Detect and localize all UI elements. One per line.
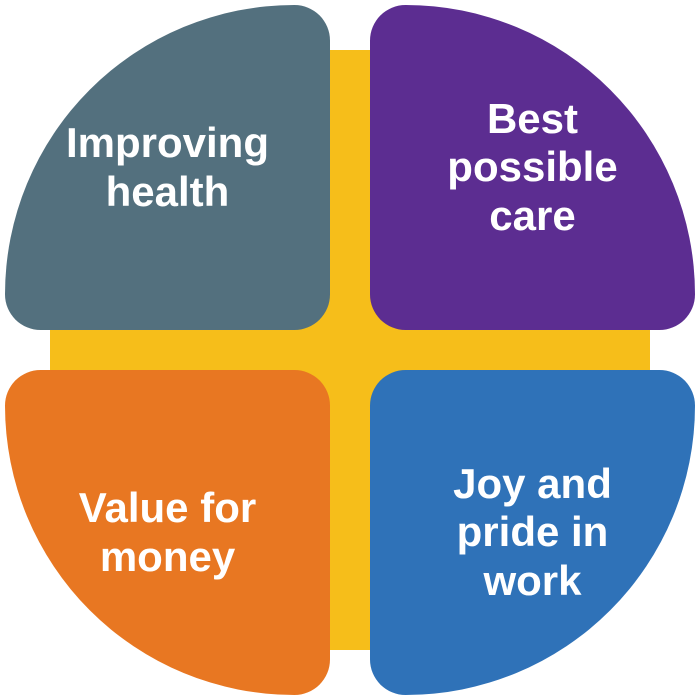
quadrant-diagram: Improving health Best possible care Valu… [0, 0, 700, 700]
quadrant-bottom-right: Joy and pride in work [370, 370, 695, 695]
quadrant-label: Joy and pride in work [453, 460, 612, 605]
quadrant-label: Best possible care [447, 95, 617, 240]
quadrant-label: Improving health [66, 119, 269, 216]
quadrant-label: Value for money [79, 484, 256, 581]
quadrant-top-left: Improving health [5, 5, 330, 330]
quadrant-bottom-left: Value for money [5, 370, 330, 695]
quadrant-top-right: Best possible care [370, 5, 695, 330]
